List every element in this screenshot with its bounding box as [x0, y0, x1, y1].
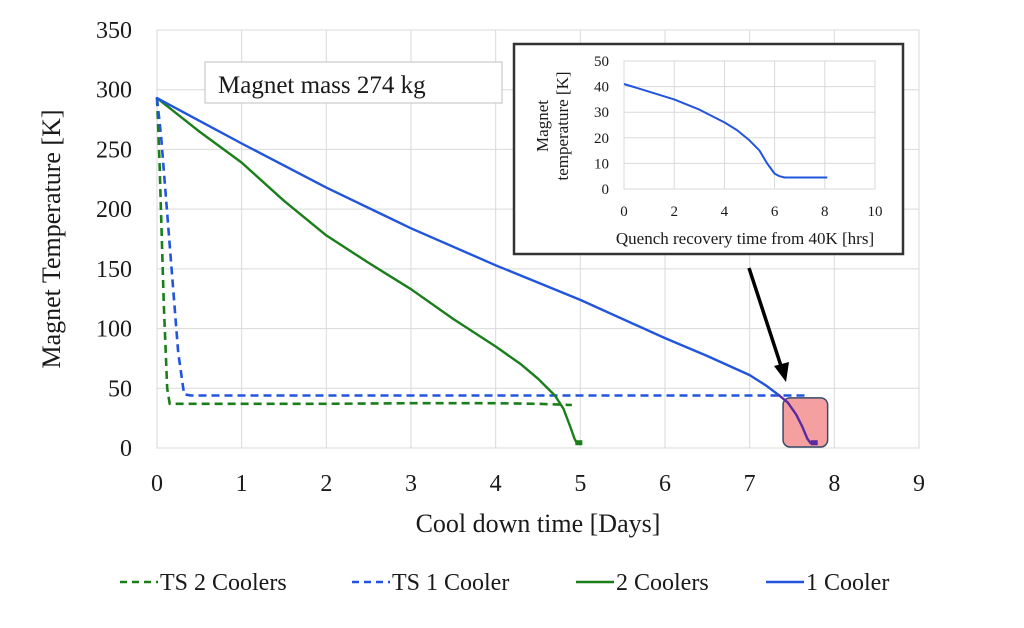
inset-x-axis-title: Quench recovery time from 40K [hrs]: [616, 229, 874, 248]
y-tick-label: 300: [96, 78, 132, 104]
legend-label: TS 2 Coolers: [160, 570, 287, 596]
x-tick-label: 7: [744, 471, 756, 497]
inset-x-tick-label: 10: [868, 204, 883, 220]
inset-x-tick-label: 6: [771, 204, 779, 220]
y-tick-label: 350: [96, 18, 132, 44]
inset-y-axis-title-line2: temperature [K]: [553, 71, 572, 180]
plot-frame: [156, 29, 920, 449]
inset-y-tick-labels: 0 10 20 30 40 50: [594, 54, 609, 198]
inset-series: [623, 83, 828, 179]
y-tick-labels: 0 50 100 150 200 250 300 350: [96, 18, 132, 462]
x-tick-label: 4: [490, 471, 502, 497]
inset-y-tick-label: 20: [594, 131, 609, 147]
x-axis-title: Cool down time [Days]: [416, 509, 661, 538]
inset-series-line: [623, 83, 828, 179]
y-tick-label: 200: [96, 197, 132, 223]
inset-chart: 0 10 20 30 40 50 0 2 4 6 8 10 Quench recovery time…: [512, 42, 905, 256]
y-tick-label: 50: [108, 376, 132, 402]
inset-frame: [512, 42, 905, 256]
inset-y-tick-label: 0: [602, 182, 610, 198]
inset-x-tick-label: 4: [721, 204, 729, 220]
x-tick-label: 2: [320, 471, 332, 497]
y-tick-label: 0: [120, 436, 132, 462]
inset-y-tick-label: 10: [594, 156, 609, 172]
series-end-marker: [810, 440, 818, 446]
legend-item: TS 1 Cooler: [352, 570, 509, 596]
inset-x-tick-label: 8: [821, 204, 829, 220]
inset-y-tick-label: 30: [594, 105, 609, 121]
legend-item: 1 Cooler: [766, 570, 889, 596]
inset-x-tick-label: 0: [620, 204, 628, 220]
x-tick-label: 1: [236, 471, 248, 497]
arrow-shaft: [747, 267, 783, 367]
arrow-head-icon: [774, 362, 789, 382]
x-tick-label: 3: [405, 471, 417, 497]
annotation-text: Magnet mass 274 kg: [218, 72, 426, 99]
y-tick-label: 100: [96, 317, 132, 343]
y-tick-label: 150: [96, 257, 132, 283]
x-tick-label: 8: [828, 471, 840, 497]
x-tick-labels: 0 1 2 3 4 5 6 7 8 9: [151, 471, 925, 497]
y-axis-title: Magnet Temperature [K]: [37, 109, 66, 368]
y-tick-label: 250: [96, 137, 132, 163]
mass-annotation: Magnet mass 274 kg: [204, 61, 503, 104]
series-line-2-coolers: [155, 96, 582, 445]
main-series: [155, 96, 818, 446]
x-tick-label: 9: [913, 471, 925, 497]
legend-label: TS 1 Cooler: [392, 570, 509, 596]
inset-y-tick-label: 40: [594, 80, 609, 96]
legend-item: 2 Coolers: [576, 570, 709, 596]
legend-item: TS 2 Coolers: [120, 570, 287, 596]
inset-x-tick-labels: 0 2 4 6 8 10: [620, 204, 882, 220]
inset-y-tick-label: 50: [594, 54, 609, 70]
x-tick-label: 5: [574, 471, 586, 497]
series-line-ts-1-cooler: [155, 97, 809, 397]
series-line-quench-recovery-segment: [778, 394, 817, 445]
inset-y-axis-title-line1: Magnet: [533, 100, 552, 152]
series-end-marker: [575, 440, 583, 446]
legend: TS 2 Coolers TS 1 Cooler 2 Coolers 1 Cooler: [120, 570, 889, 596]
pointer-arrow: [747, 267, 789, 382]
x-tick-label: 6: [659, 471, 671, 497]
series-line-1-cooler: [155, 96, 781, 397]
inset-gridlines: [623, 60, 876, 190]
annotation-box: [204, 61, 503, 104]
legend-label: 1 Cooler: [806, 570, 889, 596]
x-tick-label: 0: [151, 471, 163, 497]
inset-x-tick-label: 2: [670, 204, 678, 220]
series-line-ts-2-coolers: [155, 98, 572, 407]
legend-label: 2 Coolers: [616, 570, 709, 596]
